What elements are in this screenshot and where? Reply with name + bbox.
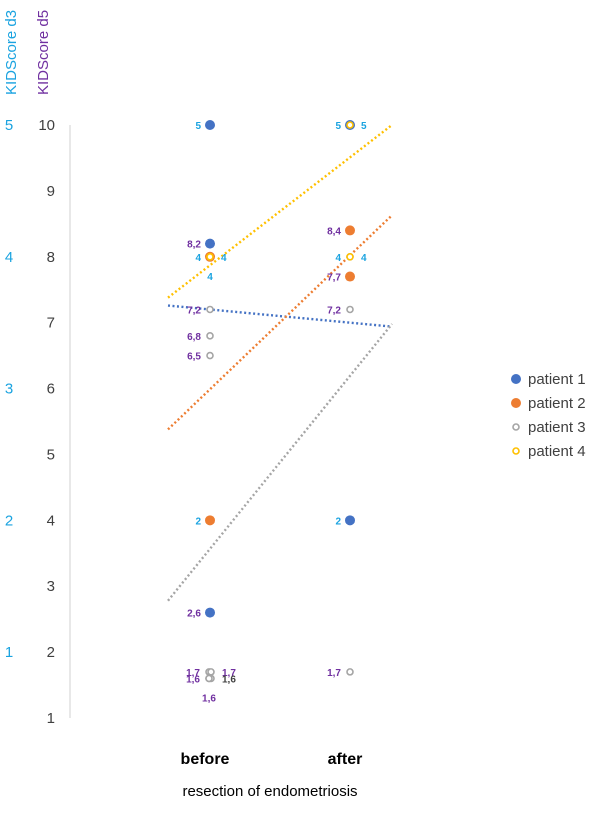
patient-3-point — [346, 305, 354, 314]
y-tick-label: 2 — [47, 644, 55, 661]
data-points — [205, 120, 355, 683]
x-category-label: after — [328, 751, 363, 768]
data-label: 2 — [195, 516, 201, 527]
legend-marker — [512, 423, 520, 431]
d3-tick-labels: 1 2 3 4 5 — [5, 117, 13, 661]
patient-3-point — [346, 668, 354, 676]
data-label: 5 — [361, 121, 367, 132]
y-axis-title: KIDScore d5 — [35, 10, 52, 95]
data-label: 7,2 — [327, 305, 341, 316]
legend-item-label: patient 1 — [528, 371, 586, 388]
patient-3-point — [206, 351, 214, 360]
data-label: 6,5 — [187, 352, 201, 363]
data-label: 5 — [195, 121, 201, 132]
x-axis-title: resection of endometriosis — [182, 783, 357, 800]
data-label: 4 — [195, 253, 201, 264]
legend-marker — [511, 398, 521, 408]
y-tick-label: 10 — [38, 117, 55, 134]
data-label: 7,7 — [327, 273, 341, 284]
y-tick-label: 1 — [47, 710, 55, 727]
patient-4-point — [346, 252, 354, 261]
patient-1-point — [345, 515, 355, 526]
patient-1-trendline — [167, 304, 393, 328]
patient-1-point — [205, 238, 215, 249]
data-label: 5 — [335, 121, 341, 132]
data-label: 2,6 — [187, 609, 201, 620]
patient-3-point — [206, 332, 214, 340]
patient-1-point — [205, 607, 215, 618]
patient-2-point — [345, 225, 355, 236]
patient-3-point — [206, 305, 214, 314]
x-category-label: before — [181, 751, 230, 768]
y-tick-label: 5 — [47, 446, 55, 463]
legend-marker — [511, 374, 521, 384]
y-tick-label: 9 — [47, 183, 55, 200]
legend-item-label: patient 3 — [528, 419, 586, 436]
data-label: 1,6 — [222, 674, 236, 685]
y-tick-label: 8 — [47, 249, 55, 266]
patient-3-point — [205, 674, 213, 683]
legend-item-label: patient 4 — [528, 443, 586, 460]
data-label: 7,2 — [187, 305, 201, 316]
patient-3-trendline — [167, 323, 393, 602]
data-label: 1,7 — [186, 668, 200, 679]
y-tick-label: 4 — [47, 512, 55, 529]
data-label: 2 — [335, 516, 341, 527]
y-tick-label: 6 — [47, 381, 55, 398]
y-tick-label: 3 — [47, 578, 55, 595]
legend-item-label: patient 2 — [528, 395, 586, 412]
patient-1-point — [205, 120, 215, 130]
patient-4-point — [206, 252, 214, 261]
data-label: 4 — [221, 253, 227, 264]
patient-4-point — [346, 121, 354, 129]
d3-tick-label: 3 — [5, 381, 13, 398]
data-label: 1,7 — [327, 668, 341, 679]
data-label: 8,4 — [327, 226, 341, 237]
data-label: 1,7 — [222, 668, 236, 679]
data-label: 1,6 — [202, 693, 216, 704]
d3-tick-label: 2 — [5, 512, 13, 529]
data-label: 8,2 — [187, 240, 201, 251]
d3-tick-label: 5 — [5, 117, 13, 134]
patient-2-trendline — [167, 214, 393, 431]
y-tick-labels: 1 2 3 4 5 6 7 8 9 10 — [38, 117, 55, 727]
patient-2-point — [345, 271, 355, 282]
data-label: 1,6 — [186, 674, 200, 685]
d3-tick-label: 1 — [5, 644, 13, 661]
patient-2-point — [205, 515, 215, 526]
data-label: 6,8 — [187, 332, 201, 343]
data-label: 4 — [207, 272, 213, 283]
y-axis-left-title: KIDScore d3 — [3, 10, 20, 95]
data-label: 4 — [335, 253, 341, 264]
d3-tick-label: 4 — [5, 249, 13, 266]
y-tick-label: 7 — [47, 315, 55, 332]
legend: patient 1 patient 2 patient 3 patient 4 — [511, 371, 586, 460]
legend-marker — [512, 447, 520, 455]
patient-3-point — [207, 668, 215, 676]
x-category-labels: before after — [181, 751, 363, 768]
data-label: 4 — [361, 253, 367, 264]
trendlines — [167, 124, 393, 602]
patient-4-trendline — [167, 124, 393, 299]
